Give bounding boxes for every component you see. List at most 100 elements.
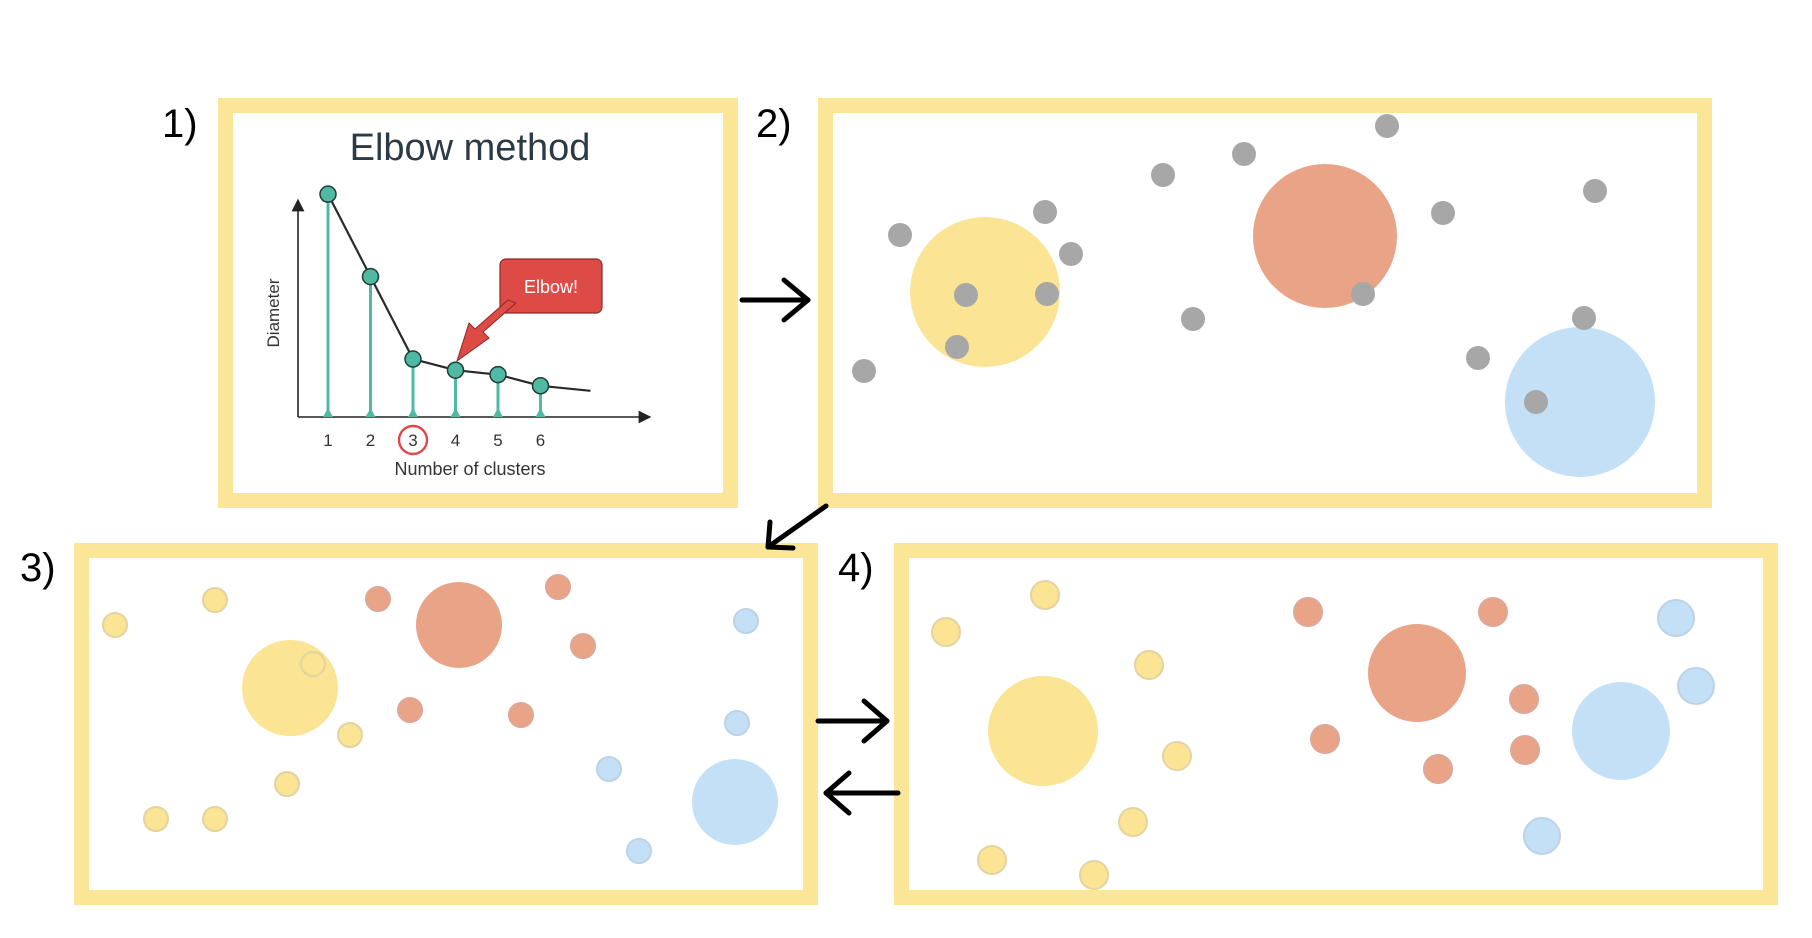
point [365, 586, 391, 612]
point [570, 633, 596, 659]
point [954, 283, 978, 307]
point [1162, 741, 1192, 771]
point [596, 756, 622, 782]
assignment-panel [74, 543, 818, 905]
elbow-callout: Elbow! [456, 258, 603, 363]
centroid-blue [1572, 682, 1670, 780]
point [274, 771, 300, 797]
elbow-chart: Elbow method Diameter Number of clusters… [264, 127, 652, 479]
point [852, 359, 876, 383]
centroid-yellow [988, 676, 1098, 786]
arrow-right-icon [815, 698, 890, 744]
elbow-callout-text: Elbow! [524, 277, 578, 297]
point [1030, 580, 1060, 610]
blue-points [596, 608, 759, 864]
data-point [319, 185, 337, 203]
point [977, 845, 1007, 875]
point [102, 612, 128, 638]
data-point [446, 361, 465, 379]
unassigned-points [852, 114, 1607, 414]
point [1423, 754, 1453, 784]
step-label-1: 1) [162, 102, 198, 146]
arrow-left-icon [823, 770, 901, 816]
stem-foot [450, 408, 461, 417]
centroid-yellow [910, 217, 1060, 367]
point [1572, 306, 1596, 330]
point [397, 697, 423, 723]
y-axis-label: Diameter [264, 278, 283, 347]
centroid-red [1368, 624, 1466, 722]
red-points [365, 574, 596, 728]
update-centroids-panel [894, 543, 1778, 905]
yellow-points [102, 587, 363, 832]
point [337, 722, 363, 748]
point [1466, 346, 1490, 370]
x-tick-label: 5 [493, 431, 502, 450]
point [626, 838, 652, 864]
point [1310, 724, 1340, 754]
point [1118, 807, 1148, 837]
point [931, 617, 961, 647]
elbow-method-panel: Elbow method Diameter Number of clusters… [218, 98, 738, 508]
initial-points-panel [818, 98, 1712, 508]
stem-foot [323, 408, 333, 417]
centroid-red [1253, 164, 1397, 308]
point [1232, 142, 1256, 166]
scatter-assigned [102, 574, 778, 864]
point [1181, 307, 1205, 331]
stem-foot [535, 408, 546, 417]
point [300, 651, 326, 677]
centroid-blue [1505, 327, 1655, 477]
centroid-blue [692, 759, 778, 845]
point [1523, 817, 1561, 855]
red-points [1293, 597, 1540, 784]
point [1657, 599, 1695, 637]
point [1134, 650, 1164, 680]
x-tick-label: 3 [408, 431, 417, 450]
point [1677, 667, 1715, 705]
centroid-yellow [242, 640, 338, 736]
point [1151, 163, 1175, 187]
step-label-2: 2) [756, 102, 792, 146]
point [1035, 282, 1059, 306]
blue-points [1523, 599, 1715, 855]
x-tick-label: 6 [536, 431, 545, 450]
step-label-4: 4) [838, 546, 874, 590]
data-point [489, 365, 507, 384]
yellow-points [931, 580, 1192, 890]
point [1059, 242, 1083, 266]
highlight-circle [397, 424, 429, 456]
point [945, 335, 969, 359]
point [1431, 201, 1455, 225]
point [1510, 735, 1540, 765]
point [888, 223, 912, 247]
point [545, 574, 571, 600]
arrow-down-left-icon [765, 503, 829, 551]
scatter-updated [931, 580, 1715, 890]
point [1524, 390, 1548, 414]
elbow-callout-arrow [456, 299, 517, 363]
step-label-3: 3) [20, 546, 56, 590]
centroid-red [416, 582, 502, 668]
data-point [404, 350, 422, 368]
point [508, 702, 534, 728]
point [202, 587, 228, 613]
point [1375, 114, 1399, 138]
point [733, 608, 759, 634]
scatter-initial [852, 114, 1655, 477]
chart-title: Elbow method [350, 127, 591, 169]
point [724, 710, 750, 736]
stem-foot [365, 408, 376, 417]
point [202, 806, 228, 832]
point [1478, 597, 1508, 627]
stem-foot [493, 408, 503, 417]
point [1033, 200, 1057, 224]
point [1583, 179, 1607, 203]
arrow-right-icon [739, 277, 811, 323]
data-point [531, 377, 550, 395]
point [1079, 860, 1109, 890]
point [1293, 597, 1323, 627]
x-tick-label: 1 [323, 431, 332, 450]
point [1509, 684, 1539, 714]
x-tick-label: 4 [451, 431, 460, 450]
